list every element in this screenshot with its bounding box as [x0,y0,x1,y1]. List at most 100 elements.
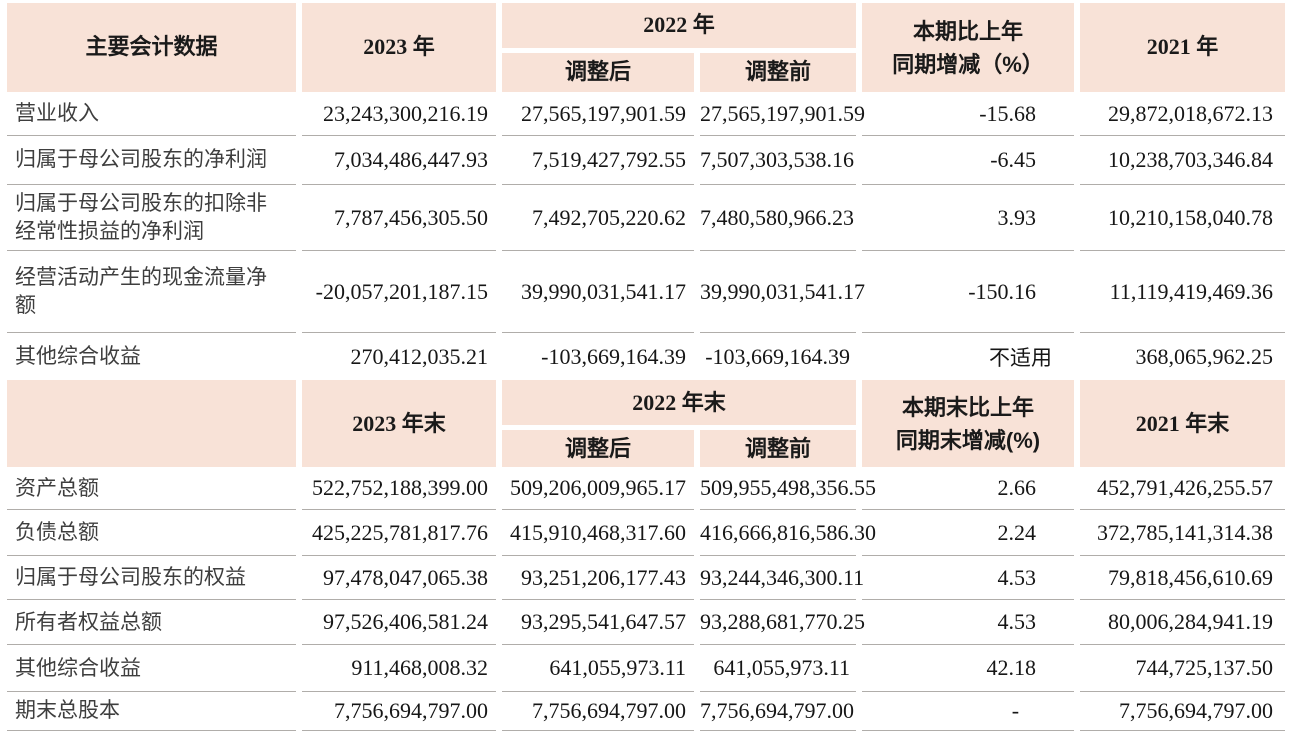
cell-change-value: 42.18 [862,645,1075,693]
cell-metric-label: 归属于母公司股东的权益 [7,556,296,601]
header-2022-end: 2022 年末 [502,380,857,426]
cell-value: 416,666,816,586.30 [700,510,876,557]
table-row: 资产总额 522,752,188,399.00 509,206,009,965.17… [7,467,1286,511]
cell-value: 7,034,486,447.93 [302,136,496,185]
cell-value: 39,990,031,541.17 [700,251,865,334]
cell-value: 7,756,694,797.00 [1080,692,1286,732]
header-period-end-change: 本期末比上年 同期末增减(%) [862,380,1075,468]
header-period-end-change-line2: 同期末增减(%) [895,427,1041,453]
table-row: 其他综合收益 911,468,008.32 641,055,973.11 641,05… [7,645,1286,693]
section2-header: 2023 年末 2022 年末 本期末比上年 同期末增减(%) 2021 年末 … [7,380,1286,468]
header-yoy-change-line1: 本期比上年 [913,18,1024,44]
header-adjusted-after: 调整后 [502,48,694,92]
header-2023-end: 2023 年末 [302,380,496,468]
cell-value: 23,243,300,216.19 [302,92,496,136]
cell-change-value: 4.53 [862,556,1075,601]
cell-metric-label: 归属于母公司股东的净利润 [7,136,296,185]
header-2021-end: 2021 年末 [1080,380,1286,468]
cell-value: 744,725,137.50 [1080,645,1286,693]
cell-change-value: - [862,692,1075,732]
cell-metric-label: 其他综合收益 [7,645,296,693]
cell-value: 97,526,406,581.24 [302,600,496,646]
cell-value: 80,006,284,941.19 [1080,600,1286,646]
header-yoy-change-line2: 同期增减（%） [892,51,1044,77]
financial-summary-table: 主要会计数据 2023 年 2022 年 本期比上年 同期增减（%） 2021 … [1,3,1291,732]
cell-value: 93,251,206,177.43 [502,556,694,601]
cell-value: 27,565,197,901.59 [700,92,865,136]
cell-metric-label: 所有者权益总额 [7,600,296,646]
header-yoy-change: 本期比上年 同期增减（%） [862,3,1075,92]
header-2021: 2021 年 [1080,3,1286,92]
cell-value: 27,565,197,901.59 [502,92,694,136]
cell-value: 7,519,427,792.55 [502,136,694,185]
cell-metric-label: 营业收入 [7,92,296,136]
cell-value: 415,910,468,317.60 [502,510,694,557]
header-subrow: 调整后 调整前 [7,425,1285,468]
cell-value: 97,478,047,065.38 [302,556,496,601]
cell-change-value: -150.16 [862,251,1075,334]
cell-value: 93,288,681,770.25 [700,600,865,646]
section1-header: 主要会计数据 2023 年 2022 年 本期比上年 同期增减（%） 2021 … [7,3,1286,92]
header-period-end-change-line1: 本期末比上年 [902,394,1035,420]
section1-body: 营业收入 23,243,300,216.19 27,565,197,901.59 27… [7,92,1286,380]
section2-body: 资产总额 522,752,188,399.00 509,206,009,965.17… [7,467,1286,732]
cell-value: 93,295,541,647.57 [502,600,694,646]
cell-metric-label: 负债总额 [7,510,296,557]
cell-change-value: -15.68 [862,92,1075,136]
header2-empty-cell [7,380,296,468]
table-row: 负债总额 425,225,781,817.76 415,910,468,317.60… [7,510,1286,557]
table-row: 所有者权益总额 97,526,406,581.24 93,295,541,647.5… [7,600,1286,646]
cell-value: 452,791,426,255.57 [1080,467,1286,511]
cell-value: 270,412,035.21 [350,343,489,369]
table-row: 营业收入 23,243,300,216.19 27,565,197,901.59 27… [7,92,1286,136]
cell-change-value: 3.93 [862,185,1075,252]
cell-change-value: 4.53 [862,600,1075,646]
table-row: 归属于母公司股东的净利润 7,034,486,447.93 7,519,427,79… [7,136,1286,185]
table-row: 其他综合收益 270,412,035.21 -103,669,164.39 -103,… [7,333,1285,380]
cell-value: 11,119,419,469.36 [1080,251,1286,334]
cell-value: 372,785,141,314.38 [1080,510,1286,557]
header-adjusted-after-end: 调整后 [502,425,694,468]
cell-value: -20,057,201,187.15 [302,251,496,334]
cell-value: 7,492,705,220.62 [502,185,694,252]
header-adjusted-before: 调整前 [700,48,857,92]
header-2022: 2022 年 [502,3,857,48]
cell-metric-label: 归属于母公司股东的扣除非经常性损益的净利润 [7,185,296,252]
cell-value: 368,065,962.25 [1135,343,1274,369]
cell-value: 93,244,346,300.11 [700,556,864,601]
cell-metric-label: 经营活动产生的现金流量净额 [7,251,296,334]
cell-change-value: 2.66 [862,467,1075,511]
table-row: 经营活动产生的现金流量净额 -20,057,201,187.15 39,990,03… [7,251,1286,334]
table-row: 归属于母公司股东的权益 97,478,047,065.38 93,251,206,1… [7,556,1286,601]
header-2023: 2023 年 [302,3,496,92]
header-row: 主要会计数据 2023 年 2022 年 本期比上年 同期增减（%） 2021 … [7,3,1286,92]
cell-metric-label: 期末总股本 [7,692,296,732]
cell-value: 522,752,188,399.00 [302,467,496,511]
cell-value: 509,206,009,965.17 [502,467,694,511]
cell-value: 39,990,031,541.17 [502,251,694,334]
table-row: 归属于母公司股东的扣除非经常性损益的净利润 7,787,456,305.50 7,4… [7,185,1286,252]
cell-change-value: 2.24 [862,510,1075,557]
cell-value: 911,468,008.32 [302,645,496,693]
cell-value: 641,055,973.11 [502,645,694,693]
cell-value: -103,669,164.39 [541,343,686,369]
table-row: 期末总股本 7,756,694,797.00 7,756,694,797.00 7,7… [7,692,1286,732]
cell-value: 79,818,456,610.69 [1080,556,1286,601]
cell-value: 10,210,158,040.78 [1080,185,1286,252]
cell-change-value: 不适用 [989,346,1053,370]
cell-value: 7,787,456,305.50 [302,185,496,252]
cell-value: 7,507,303,538.16 [700,136,857,185]
cell-value: -103,669,164.39 [705,343,851,369]
cell-value: 425,225,781,817.76 [302,510,496,557]
cell-value: 7,756,694,797.00 [700,692,857,732]
header-row: 2023 年末 2022 年末 本期末比上年 同期末增减(%) 2021 年末 [7,380,1286,468]
cell-value: 509,955,498,356.55 [700,467,876,511]
cell-value: 641,055,973.11 [700,645,857,693]
cell-value: 7,480,580,966.23 [700,185,857,252]
header-subrow: 调整后 调整前 [7,48,1285,92]
cell-value: 29,872,018,672.13 [1080,92,1286,136]
cell-change-value: -6.45 [862,136,1075,185]
header-adjusted-before-end: 调整前 [700,425,857,468]
cell-metric-label: 资产总额 [7,467,296,511]
